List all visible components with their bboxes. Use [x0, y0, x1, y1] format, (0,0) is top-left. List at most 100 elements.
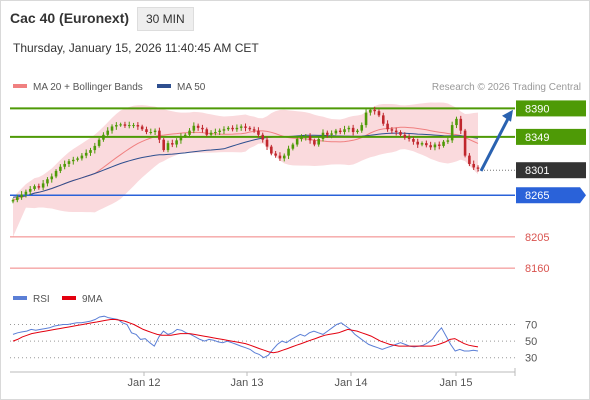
candle	[214, 132, 217, 134]
legend-swatch	[13, 296, 27, 300]
candle	[145, 129, 148, 133]
candle	[123, 124, 127, 126]
level-label-8349: 8349	[525, 132, 549, 144]
candle	[59, 166, 62, 171]
candle	[338, 130, 342, 133]
candle	[201, 127, 204, 130]
legend-swatch	[62, 296, 76, 300]
candle	[420, 143, 424, 145]
candle	[308, 136, 312, 141]
candle	[282, 155, 286, 159]
candle	[295, 138, 299, 145]
candle	[261, 134, 265, 140]
legend-label: 9MA	[82, 294, 103, 305]
rsi-series-9ma	[12, 319, 479, 354]
rsi-tick-50: 50	[525, 336, 537, 348]
candle	[67, 161, 71, 164]
legend-label: MA 20 + Bollinger Bands	[33, 82, 143, 93]
candle	[381, 115, 385, 124]
candle	[140, 126, 144, 130]
candle	[463, 130, 467, 156]
candle	[403, 134, 407, 138]
candle	[248, 127, 252, 130]
candle	[425, 143, 428, 146]
candle	[386, 123, 389, 130]
candle	[356, 130, 359, 133]
candle	[360, 125, 364, 131]
legend-label: RSI	[33, 294, 50, 305]
projection-arrow	[479, 116, 511, 172]
candle	[231, 127, 234, 130]
candle	[33, 186, 36, 189]
candle	[183, 134, 187, 137]
candle	[321, 132, 325, 139]
candle	[433, 144, 437, 148]
candle	[257, 130, 260, 135]
legend-swatch	[157, 84, 171, 88]
legend-swatch	[13, 84, 27, 88]
candle	[153, 130, 157, 133]
candle	[343, 129, 346, 133]
rsi-tick-70: 70	[525, 319, 537, 331]
chart-datetime: Thursday, January 15, 2026 11:40:45 AM C…	[13, 41, 259, 55]
candle	[313, 140, 316, 145]
candle	[476, 167, 480, 169]
bollinger-band-area	[13, 102, 478, 237]
candle	[115, 125, 118, 127]
projection-arrow-head	[502, 109, 513, 122]
candle	[226, 127, 230, 130]
candle	[20, 194, 23, 198]
candle	[412, 138, 415, 142]
candle	[278, 155, 282, 159]
candle	[132, 125, 135, 127]
x-tick-label: Jan 15	[439, 377, 472, 389]
candle	[317, 138, 320, 145]
candle	[429, 145, 432, 148]
x-tick-label: Jan 13	[230, 377, 263, 389]
candle	[166, 143, 170, 151]
legend-label: MA 50	[177, 82, 206, 93]
price-legend: MA 20 + Bollinger Bands MA 50	[13, 82, 206, 93]
candle	[394, 130, 398, 133]
candle	[459, 118, 463, 131]
candle	[162, 139, 165, 151]
candle	[196, 125, 200, 128]
level-tag-8390	[516, 100, 586, 117]
candle	[455, 118, 458, 126]
candle	[209, 132, 213, 135]
candle	[46, 179, 49, 184]
candle	[304, 136, 308, 138]
rsi-series-rsi	[12, 315, 479, 359]
candle	[63, 163, 66, 167]
candles	[11, 106, 480, 204]
rsi-legend: RSI 9MA	[13, 294, 103, 305]
candle	[102, 134, 105, 140]
candle	[80, 155, 84, 159]
x-tick-label: Jan 12	[127, 377, 160, 389]
level-label-8301: 8301	[525, 165, 549, 177]
level-label-8160: 8160	[525, 263, 549, 275]
candle	[351, 127, 355, 133]
candle	[326, 132, 329, 135]
candle	[244, 126, 247, 128]
candle	[171, 143, 174, 145]
candle	[265, 139, 269, 147]
candle	[472, 163, 475, 168]
candle	[205, 129, 209, 135]
candle	[136, 125, 140, 127]
level-tag-8349	[516, 128, 586, 145]
candle	[287, 148, 290, 156]
candle	[71, 159, 75, 162]
candle	[89, 150, 92, 153]
timeframe-badge[interactable]: 30 MIN	[137, 7, 194, 31]
candle	[442, 141, 445, 146]
candle	[179, 136, 183, 141]
candle	[188, 130, 191, 135]
candle	[416, 141, 420, 145]
candle	[369, 109, 372, 113]
candle	[468, 155, 471, 164]
candle	[97, 139, 101, 146]
rsi-tick-30: 30	[525, 353, 537, 365]
candle	[149, 132, 153, 134]
level-label-8390: 8390	[525, 103, 549, 115]
